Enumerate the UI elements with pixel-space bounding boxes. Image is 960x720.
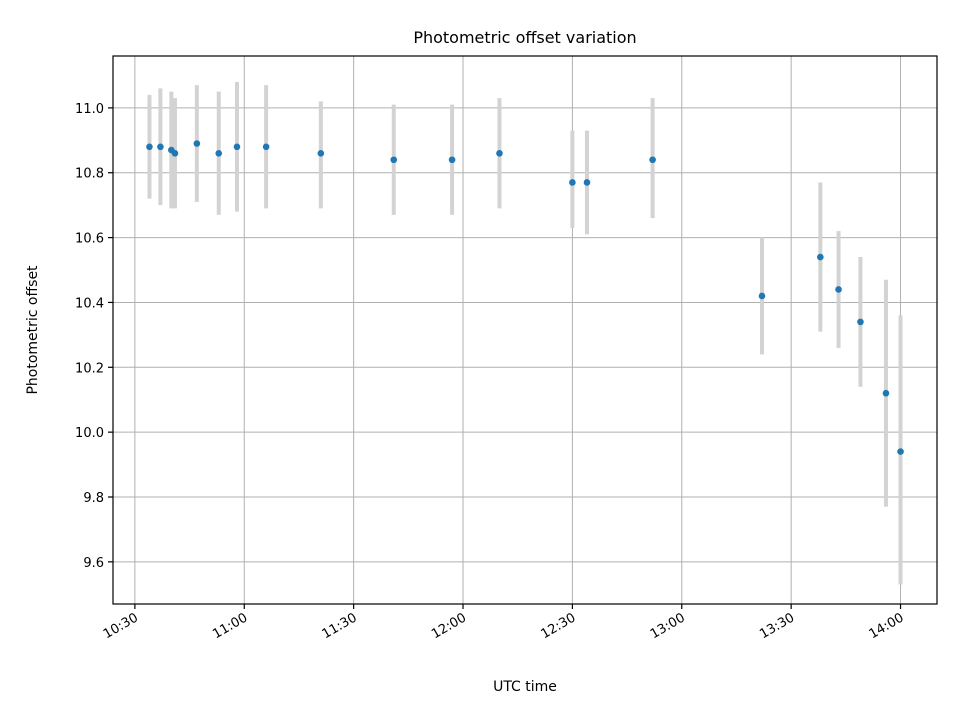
y-tick-label: 10.2 (75, 361, 104, 376)
data-points (146, 140, 904, 455)
chart-title: Photometric offset variation (413, 28, 636, 47)
data-point (583, 179, 591, 186)
x-tick-label: 14:00 (867, 610, 907, 642)
y-axis-ticks: 9.6 9.8 10.0 10.2 10.4 10.6 10.8 11.0 (75, 102, 113, 571)
data-point (193, 140, 201, 147)
data-point (215, 149, 223, 157)
data-point (882, 389, 890, 397)
y-tick-label: 10.0 (75, 426, 104, 441)
data-point (649, 156, 656, 164)
x-tick-label: 13:00 (648, 610, 688, 642)
data-point (390, 156, 398, 164)
data-point (146, 143, 153, 151)
data-point (448, 156, 456, 164)
data-point (817, 253, 824, 261)
x-axis-ticks: 10:30 11:00 11:30 12:00 12:30 13:00 13:30 14:00 (101, 604, 907, 642)
x-tick-label: 11:00 (210, 610, 250, 642)
data-point (569, 179, 576, 186)
x-tick-label: 13:30 (757, 610, 797, 642)
data-point (262, 143, 270, 151)
data-point (171, 149, 179, 157)
data-point (496, 149, 503, 157)
y-tick-label: 9.8 (83, 491, 104, 506)
data-point (897, 448, 904, 455)
plot-frame (112, 55, 938, 605)
y-tick-label: 11.0 (75, 102, 104, 117)
data-point (758, 292, 766, 300)
y-tick-label: 10.6 (75, 232, 104, 247)
error-bars (147, 81, 903, 585)
data-point (157, 143, 164, 151)
x-tick-label: 12:30 (538, 610, 578, 642)
x-tick-label: 10:30 (101, 610, 141, 642)
data-point (835, 286, 842, 293)
data-point (317, 149, 325, 157)
y-tick-label: 10.4 (75, 296, 104, 311)
y-axis-label: Photometric offset (25, 265, 41, 395)
grid-lines (113, 56, 937, 604)
x-tick-label: 11:30 (320, 610, 360, 642)
x-axis-label: UTC time (493, 679, 557, 695)
x-tick-label: 12:00 (429, 610, 469, 642)
y-tick-label: 9.6 (83, 556, 104, 571)
y-tick-label: 10.8 (75, 167, 104, 182)
data-point (233, 143, 241, 151)
data-point (857, 318, 864, 326)
